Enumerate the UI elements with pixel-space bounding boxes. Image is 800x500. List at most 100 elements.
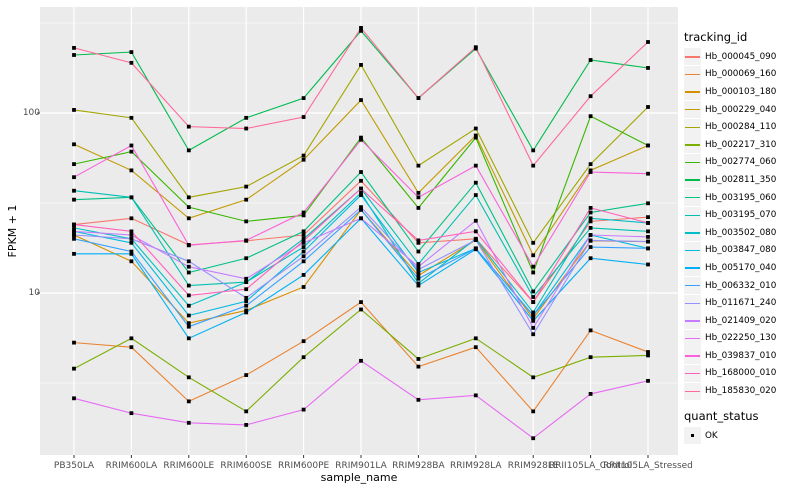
legend-key-swatch [684, 48, 701, 66]
x-tick-label: PB350LA [53, 461, 95, 471]
data-point-marker [473, 163, 478, 168]
data-point-marker [531, 436, 536, 441]
data-point-marker [301, 254, 306, 259]
y-tick-label: 10 [28, 288, 40, 298]
data-point-marker [646, 143, 650, 148]
legend-line-icon [685, 320, 700, 322]
data-point-marker [129, 240, 134, 245]
data-point-marker [301, 355, 306, 360]
data-point-marker [531, 270, 536, 275]
data-point-marker [588, 238, 593, 243]
data-point-marker [244, 184, 249, 189]
data-point-marker [588, 210, 593, 215]
data-point-marker [244, 287, 249, 292]
data-point-marker [646, 105, 650, 109]
data-point-marker [359, 207, 363, 212]
data-point-marker [129, 115, 134, 120]
data-point-marker [244, 299, 249, 304]
data-point-marker [72, 396, 76, 401]
data-point-marker [416, 195, 421, 200]
plot-panel [40, 7, 678, 455]
data-point-marker [186, 303, 191, 308]
data-point-marker [359, 26, 363, 30]
data-point-marker [186, 420, 191, 425]
data-point-marker [588, 162, 593, 167]
legend-key-swatch [684, 241, 701, 259]
legend-item-label: Hb_022250_130 [705, 333, 777, 344]
legend-key-swatch [684, 312, 701, 330]
data-point-marker [301, 210, 306, 215]
data-point-marker [186, 243, 191, 248]
data-point-marker [531, 148, 536, 153]
data-point-marker [244, 409, 249, 414]
data-point-marker [473, 133, 478, 138]
legend-line-icon [685, 267, 700, 269]
legend-item: Hb_022250_130 [684, 329, 798, 348]
x-tick-label: RRIM901LA [335, 461, 387, 471]
data-point-marker [186, 324, 191, 329]
legend-line-icon [685, 302, 700, 304]
legend-line-icon [685, 232, 700, 234]
legend-line-icon [685, 56, 700, 58]
quant-status-item: OK [684, 427, 798, 445]
legend-item: Hb_021409_020 [684, 312, 798, 330]
data-point-marker [301, 259, 306, 264]
data-point-marker [186, 293, 191, 298]
legend-item-label: Hb_003847_080 [705, 245, 777, 256]
data-point-marker [359, 190, 363, 195]
data-point-marker [359, 216, 363, 221]
legend-key-swatch [684, 153, 701, 171]
data-point-marker [186, 313, 191, 318]
quant-status-label: OK [705, 430, 718, 441]
legend-item-label: Hb_000284_110 [705, 122, 777, 133]
data-point-marker [588, 225, 593, 230]
data-point-marker [186, 124, 191, 129]
data-point-marker [301, 339, 306, 344]
legend-line-icon [685, 337, 700, 340]
data-point-marker [359, 137, 363, 142]
data-point-marker [301, 96, 306, 100]
data-point-marker [72, 233, 76, 237]
data-point-marker [301, 249, 306, 254]
legend-key-swatch [684, 364, 701, 382]
data-point-marker [531, 253, 536, 258]
data-point-marker [359, 205, 363, 210]
legend-key-swatch [684, 329, 701, 347]
data-point-marker [531, 409, 536, 414]
data-point-marker [244, 310, 249, 315]
legend-key-swatch [684, 206, 701, 224]
data-point-marker [359, 307, 363, 312]
data-point-marker [588, 94, 593, 99]
x-tick-label: RRIM600LA [105, 461, 158, 471]
data-point-marker [186, 205, 191, 210]
legend-line-icon [685, 126, 700, 129]
x-tick-label: RRIM600PE [277, 461, 330, 471]
legend-item-label: Hb_000045_090 [705, 51, 777, 62]
legend-key-swatch [684, 259, 701, 277]
legend-item: Hb_185830_020 [684, 382, 798, 400]
data-point-marker [646, 229, 650, 234]
data-point-marker [531, 332, 536, 337]
legend-item: Hb_005170_040 [684, 259, 798, 277]
data-point-marker [416, 283, 421, 288]
data-point-marker [473, 45, 478, 50]
data-point-marker [416, 357, 421, 361]
x-tick-label: RRIM600LE [163, 461, 215, 471]
data-point-marker [72, 222, 76, 227]
data-point-marker [359, 186, 363, 191]
legend-line-icon [685, 144, 700, 146]
data-point-marker [473, 393, 478, 398]
legend-item-label: Hb_006332_010 [705, 280, 777, 291]
data-point-marker [473, 345, 478, 350]
data-point-marker [531, 300, 536, 305]
data-point-marker [186, 399, 191, 404]
legend-item-label: Hb_039837_010 [705, 350, 777, 361]
data-point-marker [129, 249, 134, 254]
legend-line-icon [685, 285, 700, 287]
data-point-marker [129, 233, 134, 237]
legend-item-label: Hb_002811_350 [705, 174, 777, 185]
legend-key-swatch [684, 136, 701, 154]
data-point-marker [129, 195, 134, 200]
data-point-marker [416, 397, 421, 402]
data-point-marker [301, 245, 306, 249]
